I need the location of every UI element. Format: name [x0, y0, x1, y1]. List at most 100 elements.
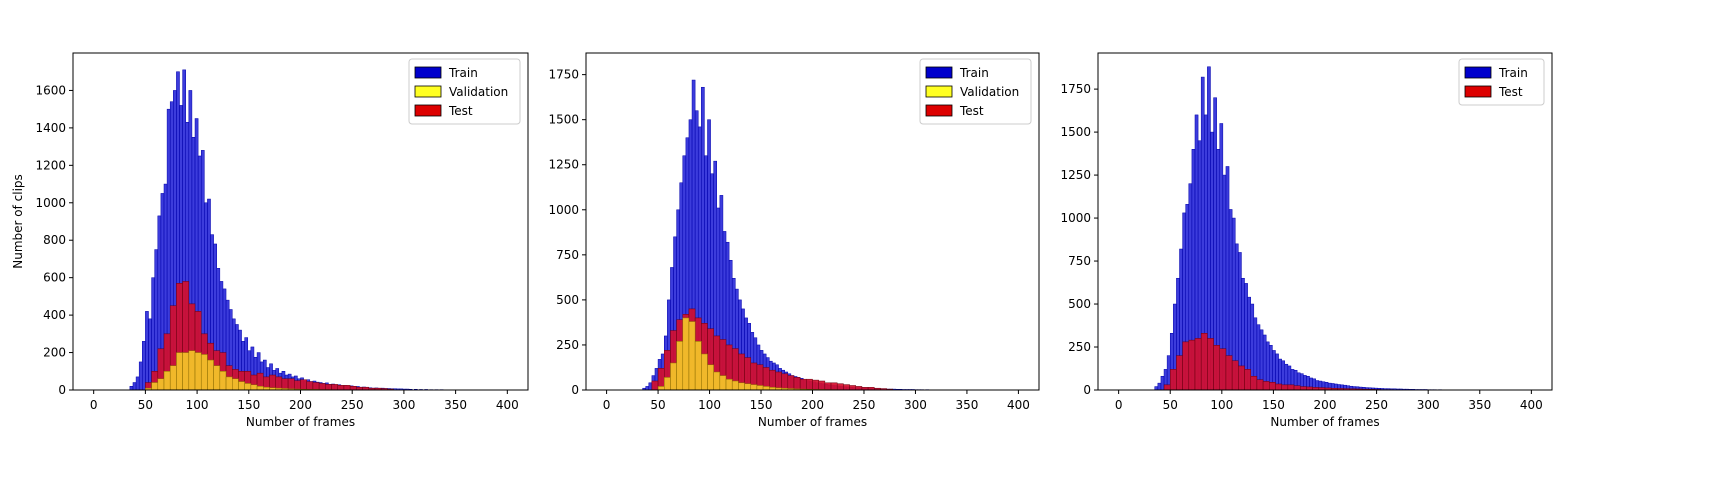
- bar-test: [1194, 338, 1202, 391]
- bar-validation: [244, 383, 252, 391]
- y-tick-label: 1750: [548, 68, 579, 82]
- y-tick-label: 750: [1068, 254, 1091, 268]
- bar-test: [300, 379, 307, 391]
- bar-test: [1262, 381, 1270, 391]
- x-tick-label: 350: [444, 398, 467, 412]
- y-tick-label: 800: [43, 233, 66, 247]
- legend-swatch-test: [414, 104, 442, 117]
- x-tick-label: 400: [1520, 398, 1543, 412]
- x-tick-label: 350: [955, 398, 978, 412]
- bar-test: [793, 377, 801, 391]
- bar-validation: [738, 382, 745, 391]
- bar-test: [775, 371, 782, 391]
- bar-validation: [725, 378, 733, 391]
- bar-validation: [213, 365, 221, 391]
- bar-validation: [731, 380, 739, 391]
- bar-test: [1287, 384, 1295, 391]
- y-tick-label: 250: [1068, 340, 1091, 354]
- bar-validation: [676, 341, 684, 391]
- x-axis-label: Number of frames: [758, 415, 867, 429]
- y-tick-label: 200: [43, 346, 66, 360]
- bar-validation: [219, 371, 227, 391]
- bar-validation: [682, 317, 690, 391]
- bar-validation: [157, 378, 165, 391]
- y-tick-label: 1000: [35, 196, 66, 210]
- bar-test: [1188, 339, 1196, 391]
- y-tick-label: 1000: [1060, 211, 1091, 225]
- x-tick-label: 0: [90, 398, 98, 412]
- x-tick-label: 300: [1417, 398, 1440, 412]
- bar-test: [1244, 369, 1251, 391]
- x-tick-label: 300: [392, 398, 415, 412]
- legend-swatch-test: [1464, 85, 1492, 98]
- y-tick-label: 1250: [1060, 168, 1091, 182]
- y-tick-label: 1600: [35, 83, 66, 97]
- bar-test: [294, 380, 301, 391]
- y-tick-label: 0: [571, 383, 579, 397]
- x-tick-label: 200: [1314, 398, 1337, 412]
- bar-validation: [176, 352, 183, 391]
- x-tick-label: 50: [138, 398, 153, 412]
- bar-test: [836, 383, 844, 391]
- x-tick-label: 200: [289, 398, 312, 412]
- x-tick-label: 200: [801, 398, 824, 412]
- y-tick-label: 250: [556, 338, 579, 352]
- legend-swatch-validation: [414, 85, 442, 98]
- y-tick-label: 1500: [1060, 125, 1091, 139]
- bar-validation: [719, 375, 727, 391]
- bar-test: [855, 386, 863, 391]
- y-tick-label: 500: [1068, 297, 1091, 311]
- bar-test: [1163, 384, 1171, 391]
- bar-train: [129, 386, 134, 391]
- y-tick-label: 1000: [548, 203, 579, 217]
- bar-test: [769, 369, 776, 391]
- bar-test: [1182, 341, 1190, 391]
- bar-train: [1160, 375, 1165, 391]
- bar-validation: [744, 383, 751, 391]
- bar-train: [132, 382, 137, 391]
- x-axis-label: Number of frames: [246, 415, 355, 429]
- bar-test: [325, 384, 332, 391]
- bar-train: [135, 376, 140, 391]
- bar-validation: [163, 371, 171, 391]
- legend-label-test: Test: [448, 104, 473, 118]
- bar-test: [799, 378, 807, 391]
- x-tick-label: 50: [1163, 398, 1178, 412]
- bar-test: [849, 385, 856, 391]
- bar-test: [337, 385, 345, 391]
- bar-test: [781, 373, 789, 391]
- bar-validation: [657, 386, 665, 391]
- bar-validation: [688, 321, 696, 391]
- y-tick-label: 0: [1083, 383, 1091, 397]
- bar-test: [1293, 385, 1301, 391]
- x-tick-label: 0: [603, 398, 611, 412]
- x-tick-label: 350: [1468, 398, 1491, 412]
- bar-test: [1299, 386, 1307, 391]
- x-tick-label: 250: [1365, 398, 1388, 412]
- x-tick-label: 150: [237, 398, 260, 412]
- bar-test: [306, 381, 314, 391]
- bar-test: [312, 382, 320, 391]
- bar-validation: [238, 381, 245, 391]
- legend-label-train: Train: [448, 66, 478, 80]
- bar-train: [138, 361, 143, 391]
- x-tick-label: 250: [341, 398, 364, 412]
- bar-test: [1219, 348, 1227, 391]
- bar-test: [1200, 333, 1208, 391]
- histogram-panel-2: 0 50 100 150 200 250 300 350 400 0 250 500 750 1000 12…: [548, 52, 1040, 429]
- bar-validation: [701, 353, 708, 391]
- histogram-panel-3: 0 50 100 150 200 250 300 350 400 0 250 500 750 1000 12…: [1060, 52, 1553, 429]
- y-tick-label: 1400: [35, 121, 66, 135]
- bar-test: [1169, 369, 1177, 391]
- bar-test: [1250, 375, 1258, 391]
- bar-validation: [762, 386, 770, 391]
- bar-train: [154, 249, 159, 391]
- bar-validation: [256, 386, 264, 391]
- x-tick-label: 150: [750, 398, 773, 412]
- x-tick-label: 150: [1262, 398, 1285, 412]
- y-tick-label: 1500: [548, 113, 579, 127]
- bar-test: [343, 385, 351, 391]
- bar-validation: [707, 364, 714, 391]
- bar-test: [1256, 379, 1264, 391]
- bar-test: [824, 382, 832, 391]
